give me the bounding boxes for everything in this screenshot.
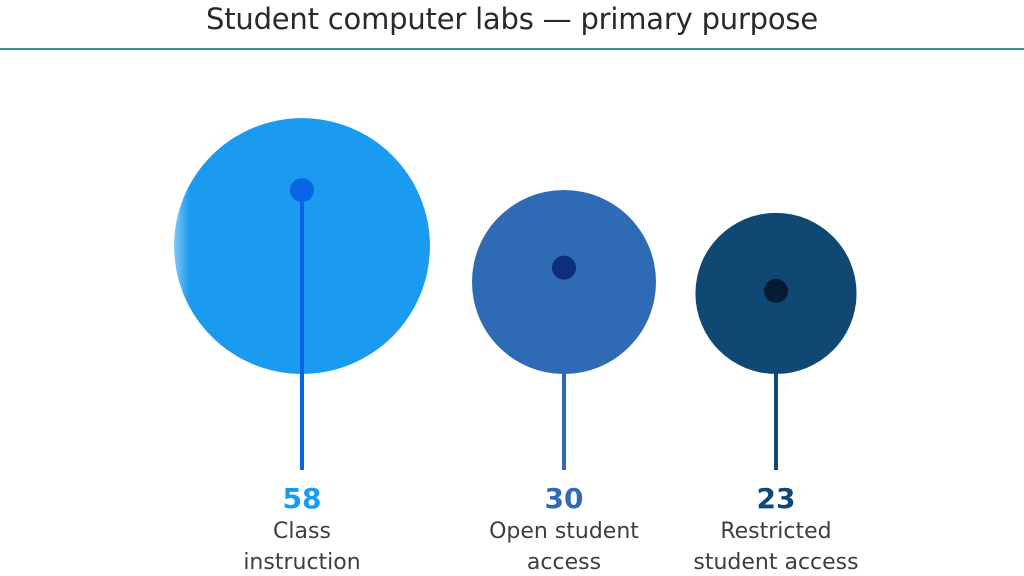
bubble-center-dot-2 <box>552 255 576 280</box>
category-label-2-line-1: Open student <box>489 519 639 544</box>
category-label-1-line-2: instruction <box>243 550 360 575</box>
value-label-2: 30 <box>545 482 584 515</box>
chart-title: Student computer labs — primary purpose <box>206 2 818 36</box>
category-label-3-line-1: Restricted <box>720 519 831 544</box>
title-divider <box>0 48 1024 50</box>
bubble-center-dot-1 <box>290 178 314 203</box>
category-label-3-line-2: student access <box>693 550 858 575</box>
category-label-1-line-1: Class <box>273 519 331 544</box>
category-label-2-line-2: access <box>527 550 601 575</box>
bubble-center-dot-3 <box>764 278 788 303</box>
value-label-1: 58 <box>283 482 322 515</box>
value-label-3: 23 <box>757 482 796 515</box>
